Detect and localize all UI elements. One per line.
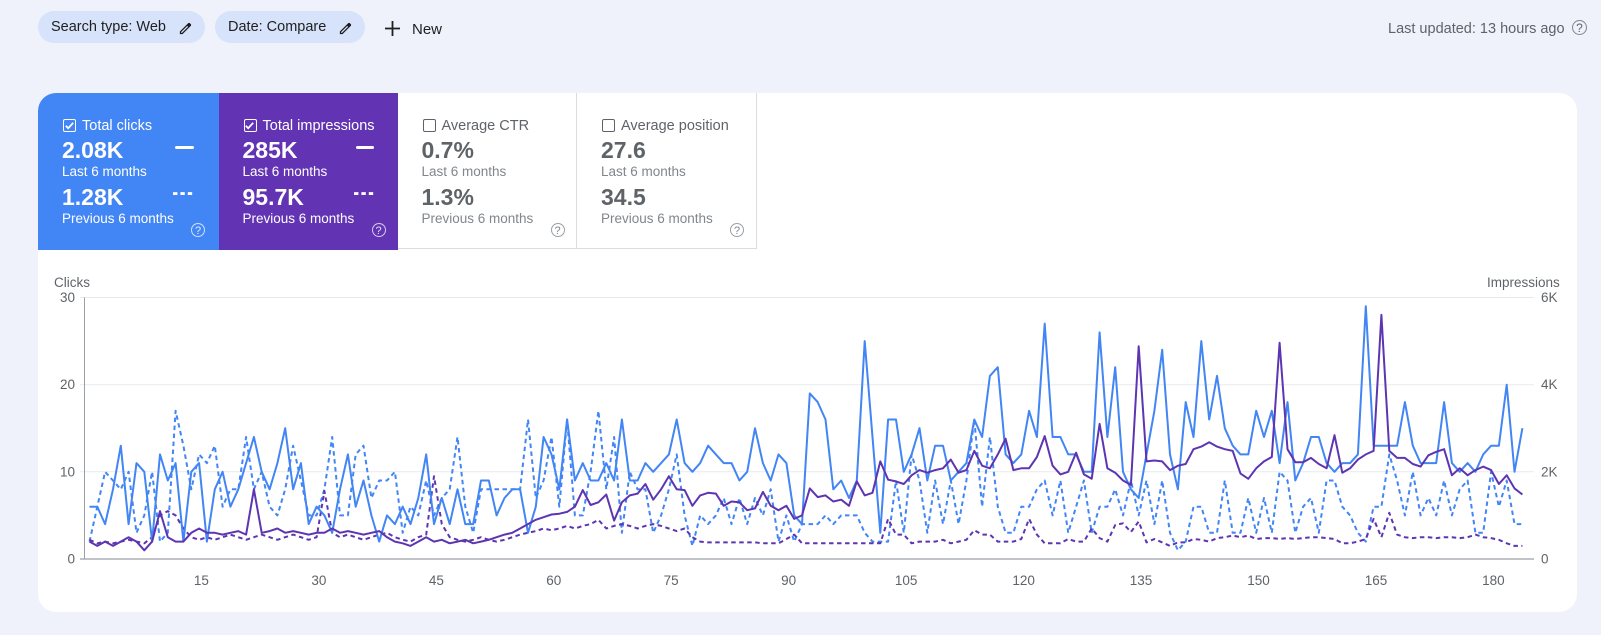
svg-text:165: 165 <box>1365 573 1388 588</box>
svg-text:10: 10 <box>60 464 75 479</box>
svg-text:135: 135 <box>1130 573 1153 588</box>
svg-text:15: 15 <box>194 573 209 588</box>
svg-text:20: 20 <box>60 377 75 392</box>
svg-text:105: 105 <box>895 573 918 588</box>
svg-text:30: 30 <box>60 290 75 305</box>
svg-text:150: 150 <box>1247 573 1270 588</box>
svg-text:2K: 2K <box>1541 464 1558 479</box>
svg-text:180: 180 <box>1482 573 1505 588</box>
svg-text:4K: 4K <box>1541 377 1558 392</box>
svg-text:75: 75 <box>664 573 679 588</box>
svg-text:120: 120 <box>1012 573 1035 588</box>
svg-text:0: 0 <box>1541 552 1549 567</box>
svg-text:6K: 6K <box>1541 290 1558 305</box>
svg-text:60: 60 <box>546 573 561 588</box>
svg-text:90: 90 <box>781 573 796 588</box>
svg-text:45: 45 <box>429 573 444 588</box>
svg-text:30: 30 <box>311 573 326 588</box>
svg-text:0: 0 <box>67 552 75 567</box>
